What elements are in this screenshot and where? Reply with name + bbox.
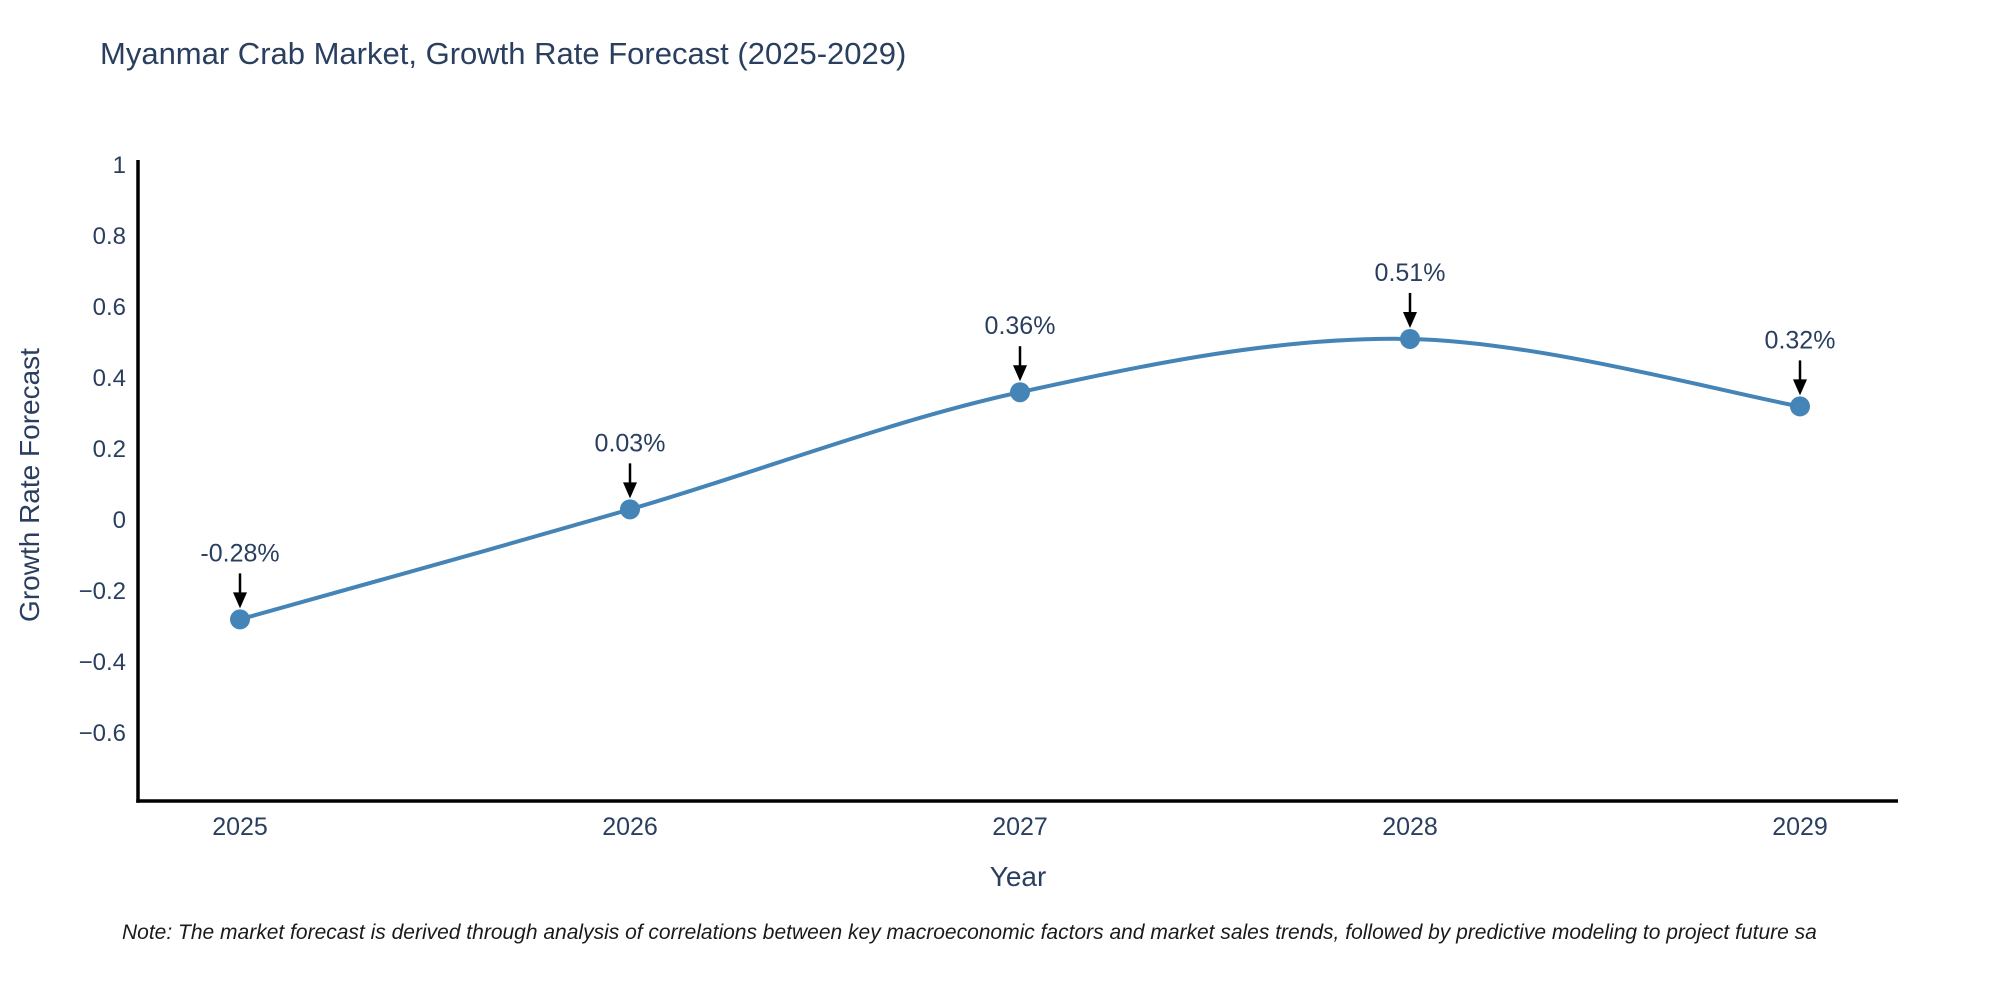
data-point-marker[interactable] (1400, 328, 1420, 349)
annotation-arrowhead (1793, 379, 1807, 396)
y-tick-label: 0 (113, 507, 126, 534)
data-point-marker[interactable] (1010, 382, 1030, 403)
annotation-label: -0.28% (200, 539, 279, 567)
x-tick-label: 2028 (1382, 813, 1438, 841)
footnote: Note: The market forecast is derived thr… (122, 921, 1817, 944)
annotation-arrowhead (623, 482, 637, 499)
y-tick-label: −0.2 (79, 578, 126, 605)
y-tick-label: 0.8 (93, 223, 126, 250)
x-tick-label: 2025 (212, 813, 268, 841)
y-tick-label: 1 (113, 152, 126, 179)
x-axis-title: Year (989, 861, 1047, 892)
data-point-marker[interactable] (230, 609, 250, 630)
y-tick-label: 0.4 (93, 365, 126, 392)
y-tick-label: −0.4 (79, 649, 126, 676)
chart-title: Myanmar Crab Market, Growth Rate Forecas… (100, 36, 907, 71)
x-tick-label: 2026 (602, 813, 658, 841)
x-tick-label: 2029 (1772, 813, 1828, 841)
x-tick-label: 2027 (992, 813, 1048, 841)
annotation-arrowhead (233, 592, 247, 609)
annotation-label: 0.03% (595, 429, 666, 457)
annotation-label: 0.51% (1375, 259, 1446, 287)
y-tick-label: 0.2 (93, 436, 126, 463)
annotation-arrowhead (1403, 311, 1417, 328)
annotation-label: 0.36% (985, 312, 1056, 340)
annotation-arrowhead (1013, 365, 1027, 382)
data-point-marker[interactable] (1790, 396, 1810, 417)
annotation-label: 0.32% (1765, 326, 1836, 354)
y-tick-label: 0.6 (93, 294, 126, 321)
data-point-marker[interactable] (620, 499, 640, 520)
y-tick-label: −0.6 (79, 720, 126, 747)
